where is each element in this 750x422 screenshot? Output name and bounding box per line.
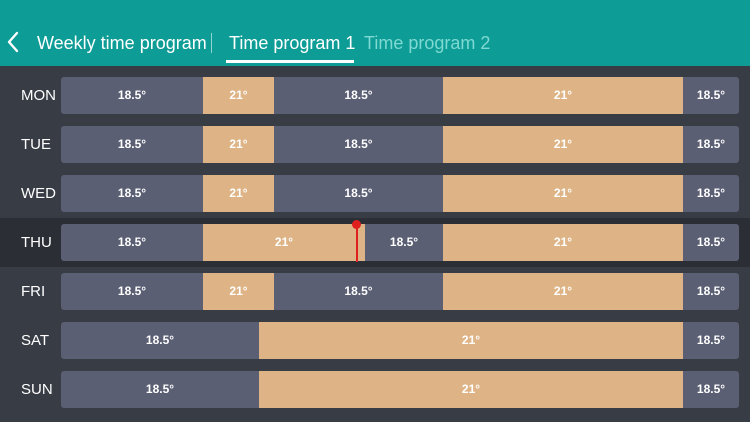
day-label: THU <box>21 234 52 251</box>
day-schedule-bar[interactable]: 18.5° 21° 18.5° 21° 18.5° <box>61 273 739 310</box>
header-divider <box>211 33 212 53</box>
segment-low[interactable]: 18.5° <box>274 126 443 163</box>
segment-low[interactable]: 18.5° <box>61 371 259 408</box>
segment-low[interactable]: 18.5° <box>274 175 443 212</box>
segment-low[interactable]: 18.5° <box>61 224 203 261</box>
segment-high[interactable]: 21° <box>443 77 683 114</box>
segment-high[interactable]: 21° <box>203 273 274 310</box>
segment-high[interactable]: 21° <box>259 371 683 408</box>
schedule-row-tue: TUE 18.5° 21° 18.5° 21° 18.5° <box>0 120 750 169</box>
active-tab-indicator <box>226 60 354 63</box>
schedule-row-thu: THU 18.5° 21° 18.5° 21° 18.5° <box>0 218 750 267</box>
schedule-row-sat: SAT 18.5° 21° 18.5° <box>0 316 750 365</box>
day-label: FRI <box>21 283 46 300</box>
segment-high[interactable]: 21° <box>443 175 683 212</box>
segment-low[interactable]: 18.5° <box>61 77 203 114</box>
day-label: SUN <box>21 381 53 398</box>
segment-low[interactable]: 18.5° <box>683 224 739 261</box>
day-schedule-bar[interactable]: 18.5° 21° 18.5° 21° 18.5° <box>61 126 739 163</box>
segment-low[interactable]: 18.5° <box>683 175 739 212</box>
segment-high[interactable]: 21° <box>203 77 274 114</box>
segment-low[interactable]: 18.5° <box>61 273 203 310</box>
segment-low[interactable]: 18.5° <box>61 175 203 212</box>
current-time-marker-dot <box>352 220 361 229</box>
segment-low[interactable]: 18.5° <box>683 371 739 408</box>
segment-high[interactable]: 21° <box>203 126 274 163</box>
segment-low[interactable]: 18.5° <box>683 126 739 163</box>
day-schedule-bar[interactable]: 18.5° 21° 18.5° <box>61 371 739 408</box>
segment-high[interactable]: 21° <box>443 273 683 310</box>
day-schedule-bar[interactable]: 18.5° 21° 18.5° 21° 18.5° <box>61 224 739 261</box>
day-schedule-bar[interactable]: 18.5° 21° 18.5° <box>61 322 739 359</box>
app-header: Weekly time program Time program 1 Time … <box>0 0 750 66</box>
day-schedule-bar[interactable]: 18.5° 21° 18.5° 21° 18.5° <box>61 77 739 114</box>
day-label: SAT <box>21 332 50 349</box>
segment-low[interactable]: 18.5° <box>683 322 739 359</box>
segment-high[interactable]: 21° <box>259 322 683 359</box>
segment-high[interactable]: 21° <box>203 224 365 261</box>
page-title: Weekly time program <box>37 33 207 53</box>
segment-low[interactable]: 18.5° <box>683 273 739 310</box>
segment-low[interactable]: 18.5° <box>61 126 203 163</box>
day-label: MON <box>21 87 56 104</box>
segment-low[interactable]: 18.5° <box>274 77 443 114</box>
segment-low[interactable]: 18.5° <box>683 77 739 114</box>
segment-low[interactable]: 18.5° <box>274 273 443 310</box>
chevron-left-icon <box>7 31 19 53</box>
schedule-row-mon: MON 18.5° 21° 18.5° 21° 18.5° <box>0 71 750 120</box>
day-label: WED <box>21 185 56 202</box>
tab-time-program-2[interactable]: Time program 2 <box>364 33 491 53</box>
segment-high[interactable]: 21° <box>443 224 683 261</box>
current-time-marker <box>356 224 358 262</box>
schedule-row-sun: SUN 18.5° 21° 18.5° <box>0 365 750 414</box>
back-button[interactable] <box>0 25 30 61</box>
day-schedule-bar[interactable]: 18.5° 21° 18.5° 21° 18.5° <box>61 175 739 212</box>
schedule-row-wed: WED 18.5° 21° 18.5° 21° 18.5° <box>0 169 750 218</box>
segment-high[interactable]: 21° <box>203 175 274 212</box>
schedule-row-fri: FRI 18.5° 21° 18.5° 21° 18.5° <box>0 267 750 316</box>
tab-time-program-1[interactable]: Time program 1 <box>229 33 356 53</box>
segment-low[interactable]: 18.5° <box>61 322 259 359</box>
segment-low[interactable]: 18.5° <box>365 224 443 261</box>
segment-high[interactable]: 21° <box>443 126 683 163</box>
day-label: TUE <box>21 136 51 153</box>
